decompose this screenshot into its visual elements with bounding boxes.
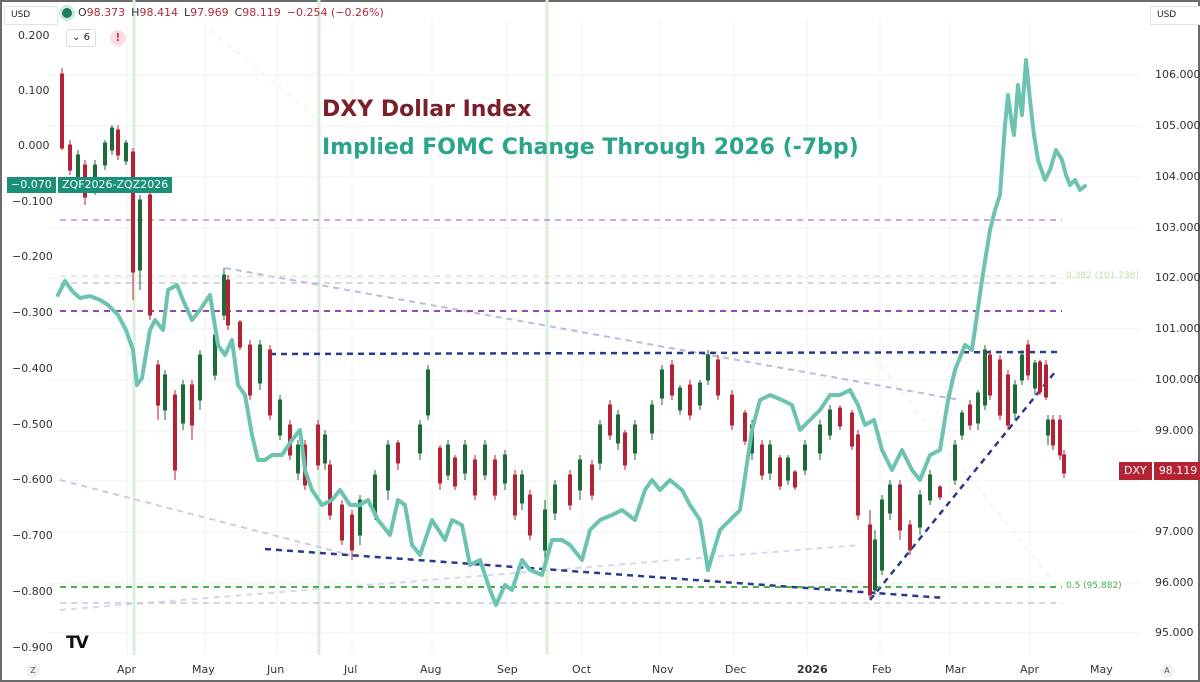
right-tick: 95.000: [1155, 626, 1194, 639]
right-tick: 104.000: [1155, 170, 1200, 183]
right-tick: 101.000: [1155, 322, 1200, 335]
left-tick: −0.200: [12, 250, 53, 263]
right-tick: 105.000: [1155, 119, 1200, 132]
left-tick: 0.100: [18, 84, 50, 97]
time-tick: Apr: [1020, 663, 1040, 676]
high-value: 98.414: [139, 6, 178, 19]
dxy-last-price: 98.119: [1153, 462, 1200, 480]
open-value: 98.373: [86, 6, 126, 19]
gridlines: [48, 20, 1140, 655]
fib-label-upper: 0.382 (101.738): [1066, 271, 1139, 281]
fib-label-lower: 0.5 (95.882): [1066, 581, 1122, 591]
indicators-toggle[interactable]: ⌄ 6: [66, 29, 96, 47]
time-tick: May: [192, 663, 215, 676]
dxy-title: DXY Dollar Index: [322, 97, 532, 122]
left-tick: −0.300: [12, 306, 53, 319]
time-tick: Mar: [945, 663, 966, 676]
time-tick: Nov: [652, 663, 674, 676]
left-tick: −0.700: [12, 529, 53, 542]
low-value: 97.969: [190, 6, 229, 19]
ohlc-legend: O 98.373 H 98.414 L 97.969 C 98.119 −0.254 (…: [62, 6, 384, 19]
time-tick: Apr: [117, 663, 137, 676]
time-tick-year: 2026: [797, 663, 828, 676]
fomc-title: Implied FOMC Change Through 2026 (-7bp): [322, 135, 859, 160]
left-last-value-tag: −0.070: [7, 177, 56, 193]
close-value: 98.119: [242, 6, 281, 19]
right-tick: 103.000: [1155, 221, 1200, 234]
high-label: H: [131, 6, 140, 19]
time-tick: Jul: [344, 663, 358, 676]
left-tick: −0.900: [12, 641, 53, 654]
fomc-line: [56, 58, 1087, 607]
dxy-price-tag: DXY 98.119: [1119, 462, 1200, 480]
left-symbol-tag: ZQF2026-ZQZ2026: [58, 177, 173, 193]
dxy-candles: [60, 68, 1066, 600]
left-tick: −0.800: [12, 585, 53, 598]
time-tick: Sep: [497, 663, 518, 676]
indicators-count: 6: [83, 32, 90, 43]
indicator-row: ⌄ 6 !: [66, 29, 126, 47]
series-visibility-dot-icon[interactable]: [62, 7, 72, 18]
time-tick: Feb: [872, 663, 892, 676]
left-tick: −0.500: [12, 418, 53, 431]
left-tick: −0.600: [12, 473, 53, 486]
left-tick: −0.400: [12, 362, 53, 375]
left-tick: −0.100: [12, 195, 53, 208]
right-tick: 106.000: [1155, 68, 1200, 81]
time-tick: May: [1090, 663, 1113, 676]
dxy-symbol-label: DXY: [1119, 462, 1152, 480]
right-tick: 102.000: [1155, 271, 1200, 284]
time-tick: Jun: [267, 663, 285, 676]
warning-icon[interactable]: !: [109, 30, 126, 46]
time-tick: Oct: [572, 663, 592, 676]
tradingview-logo-icon[interactable]: TV: [66, 633, 89, 653]
time-tick: Dec: [725, 663, 747, 676]
trend-lines: [59, 29, 1063, 611]
low-label: L: [183, 6, 191, 19]
auto-scale-right-button[interactable]: A: [1160, 664, 1174, 678]
left-currency-selector[interactable]: USD: [4, 6, 58, 25]
auto-scale-left-button[interactable]: Z: [26, 664, 40, 678]
right-currency-selector[interactable]: USD: [1150, 6, 1200, 25]
right-tick: 100.000: [1155, 373, 1200, 386]
chevron-down-icon: ⌄: [72, 32, 84, 43]
open-label: O: [78, 6, 87, 19]
right-tick: 99.000: [1155, 424, 1194, 437]
change-value: −0.254 (−0.26%): [286, 6, 384, 19]
time-tick: Aug: [420, 663, 442, 676]
right-tick: 96.000: [1155, 576, 1194, 589]
close-label: C: [234, 6, 243, 19]
left-tick: 0.200: [18, 29, 50, 42]
right-tick: 97.000: [1155, 525, 1194, 538]
left-tick: 0.000: [18, 139, 50, 152]
